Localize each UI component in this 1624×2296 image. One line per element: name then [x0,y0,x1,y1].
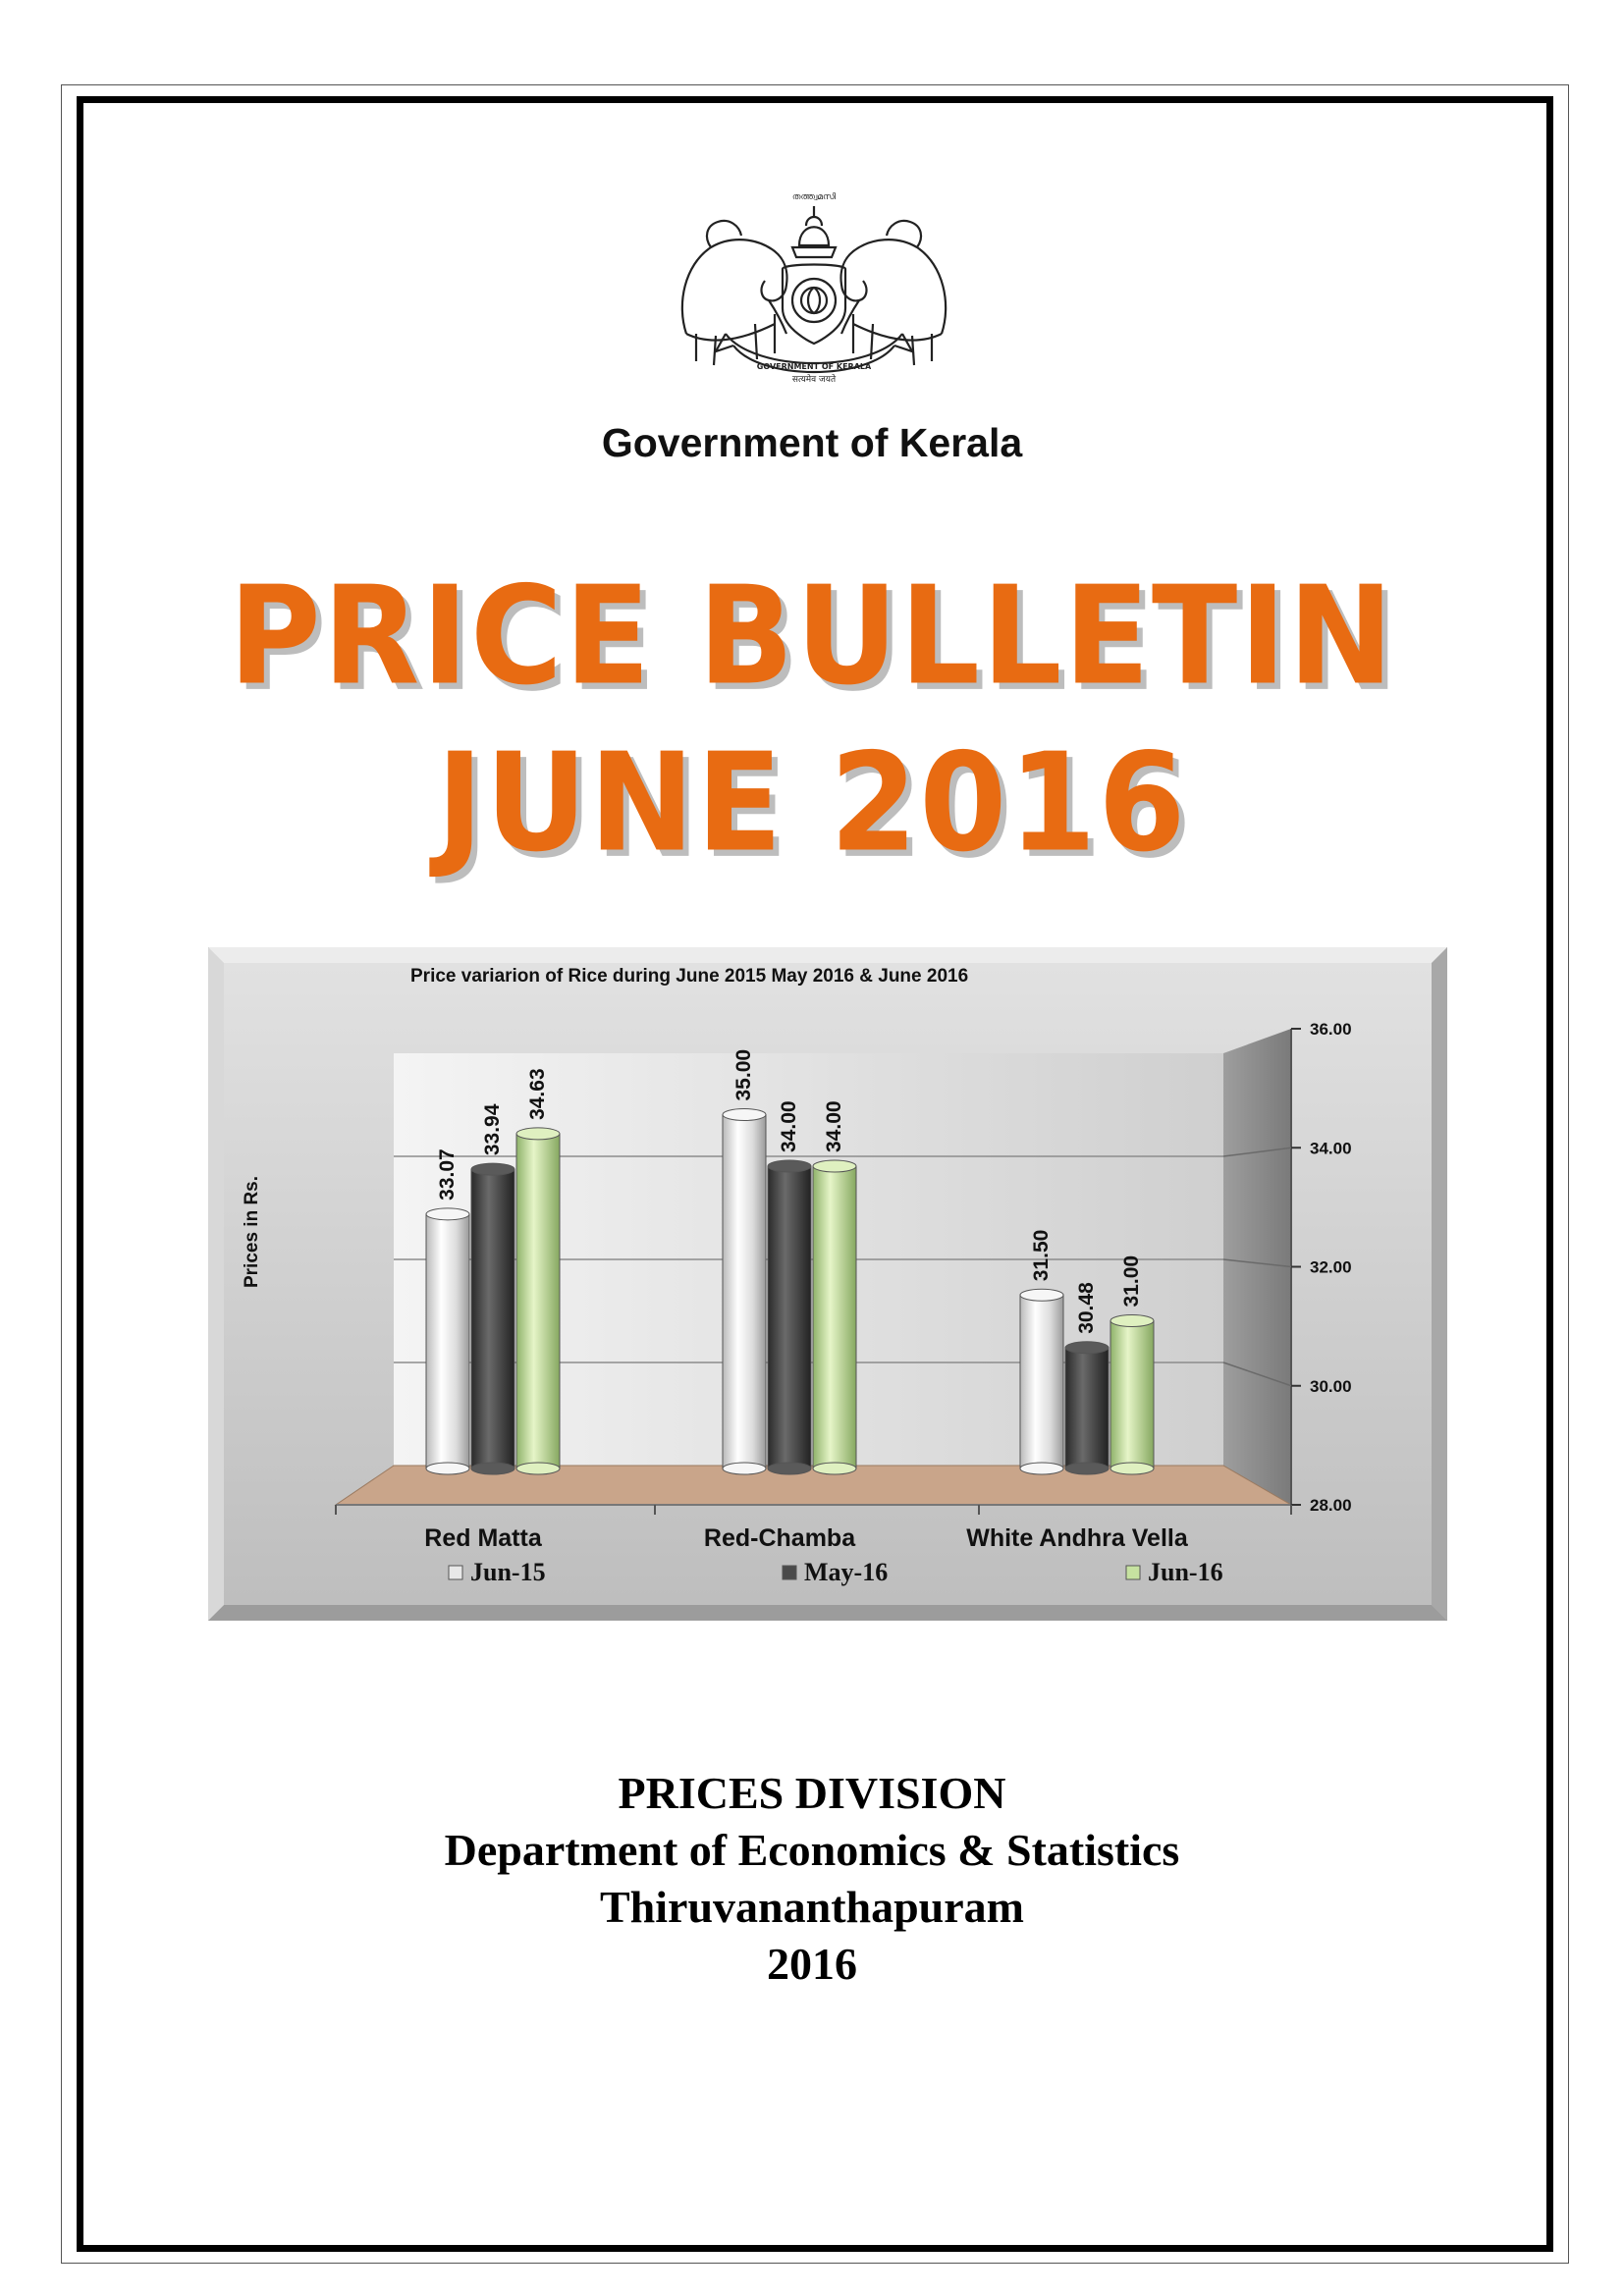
legend-swatch [782,1565,797,1580]
category-label: Red Matta [424,1524,543,1552]
chart-bevel-right [1432,947,1447,1621]
category-label: Red-Chamba [704,1524,856,1552]
data-label: 31.50 [1030,1230,1053,1282]
y-tick-label: 30.00 [1310,1377,1352,1396]
data-label: 33.94 [481,1103,504,1155]
bar-cap [722,1108,767,1121]
data-label: 34.00 [823,1100,845,1152]
bar-cap [1110,1314,1155,1327]
bar-cap [425,1207,470,1221]
emblem-motto: सत्यमेव जयते [792,373,837,383]
legend-label: May-16 [804,1558,888,1586]
bar-cap [767,1159,812,1173]
government-title: Government of Kerala [601,420,1023,465]
emblem-top-text: തത്ത്വമസി [792,191,836,202]
data-label: 34.00 [778,1100,800,1152]
y-tick-label: 34.00 [1310,1139,1352,1157]
chart-bevel-bottom [208,1605,1447,1621]
bar-jun-15 [1019,1294,1064,1469]
price-chart-svg: 33.07 33.94 34.63 35.00 34.00 34.00 31.50 30.48… [208,947,1447,1621]
bar-may-16 [470,1168,515,1469]
bulletin-title: PRICE BULLETIN [228,558,1396,716]
bar-base [812,1462,857,1475]
gridline-side [1222,1258,1292,1268]
bar-may-16 [767,1165,812,1469]
bar-cap [1019,1288,1064,1302]
department-name: Department of Economics & Statistics [444,1825,1180,1875]
bar-cap [1064,1341,1110,1355]
bar-cap [470,1162,515,1176]
bar-may-16 [1064,1347,1110,1469]
data-label: 33.07 [436,1148,459,1201]
city-name: Thiruvananthapuram [599,1882,1024,1932]
division-name: PRICES DIVISION [618,1768,1006,1818]
y-axis-label: Prices in Rs. [242,1176,262,1288]
bar-jun-15 [425,1213,470,1469]
category-label: White Andhra Vella [966,1524,1189,1552]
bar-base [1110,1462,1155,1475]
page-inner-border [77,96,1553,2252]
y-tick-label: 32.00 [1310,1258,1352,1277]
data-label: 31.00 [1120,1255,1143,1308]
y-tick-label: 28.00 [1310,1496,1352,1515]
gridline-side [1222,1147,1292,1157]
bar-base [470,1462,515,1475]
bar-jun-16 [1110,1320,1155,1469]
bar-cap [812,1159,857,1173]
legend-label: Jun-16 [1148,1558,1223,1586]
emblem-ribbon-text: GOVERNMENT OF KERALA [757,362,872,371]
page-outer-border [61,84,1569,2264]
bar-jun-16 [515,1133,561,1469]
bar-base [1019,1462,1064,1475]
bulletin-month: JUNE 2016 [436,724,1188,882]
publication-year: 2016 [767,1939,857,1989]
bar-base [767,1462,812,1475]
kerala-emblem-icon: തത്ത്വമസി GOVERNMENT OF KERALA सत्यमेव ज… [680,191,947,383]
chart-title: Price variarion of Rice during June 2015… [410,966,968,987]
bar-base [425,1462,470,1475]
data-label: 30.48 [1075,1282,1098,1334]
y-tick-label: 36.00 [1310,1020,1352,1039]
legend-swatch [448,1565,463,1580]
gridline-side [1222,1362,1292,1387]
bar-base [722,1462,767,1475]
data-label: 35.00 [732,1049,755,1101]
bar-base [515,1462,561,1475]
legend-swatch [1125,1565,1141,1580]
legend-label: Jun-15 [470,1558,546,1586]
bar-base [1064,1462,1110,1475]
bar-cap [515,1127,561,1141]
data-label: 34.63 [526,1068,549,1120]
chart-bevel-left [208,947,224,1621]
chart-side-wall [1223,1029,1291,1505]
price-chart: 33.07 33.94 34.63 35.00 34.00 34.00 31.50 30.48… [208,947,1447,1621]
chart-bevel-top [208,947,1447,963]
bar-jun-16 [812,1165,857,1469]
bar-jun-15 [722,1114,767,1469]
